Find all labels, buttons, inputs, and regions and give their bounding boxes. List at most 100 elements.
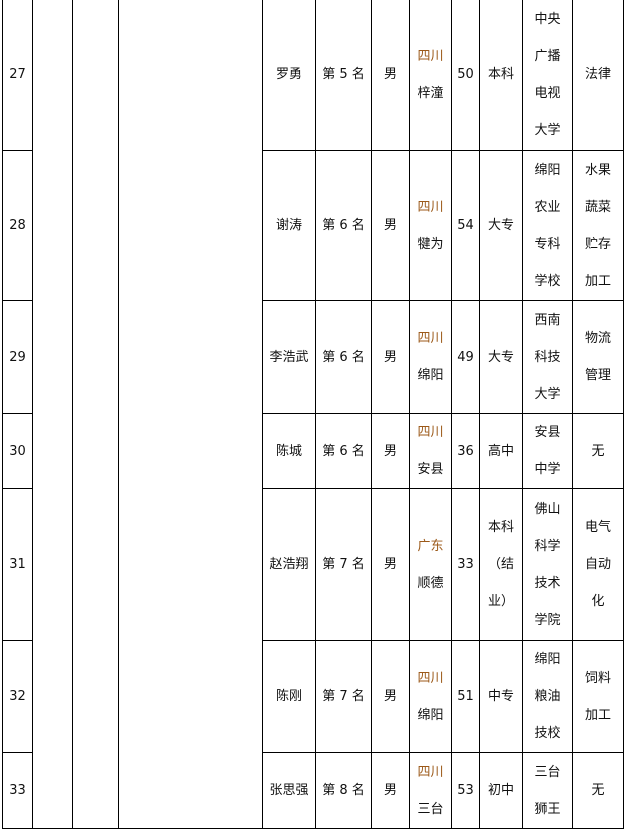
- cell-text: 水果: [584, 162, 611, 178]
- cell-text: 陈刚: [275, 689, 302, 704]
- cell-text: 初中: [487, 783, 514, 798]
- education-cell: 高中: [479, 413, 523, 489]
- cell-text: 张思强: [269, 783, 309, 798]
- cell-text: 无: [591, 783, 605, 798]
- cell-text: 男: [383, 218, 397, 233]
- cell-text: 四川: [417, 764, 444, 780]
- row-number: 27: [2, 0, 33, 151]
- cell-text: 安县: [534, 425, 561, 440]
- cell-text: 第 7 名: [322, 689, 365, 704]
- cell-text: 三台: [417, 801, 444, 817]
- merged-col-2: [32, 0, 73, 829]
- cell-text: 罗勇: [275, 67, 302, 82]
- education-cell: 大专: [479, 300, 523, 414]
- cell-text: 狮王: [534, 801, 561, 817]
- cell-text: 物流: [584, 331, 611, 346]
- cell-text: 学院: [534, 612, 561, 628]
- cell-text: 西南: [534, 312, 561, 328]
- cell-text: 29: [9, 349, 26, 365]
- gender-cell: 男: [371, 488, 410, 641]
- school-cell: 三台 狮王: [522, 752, 573, 829]
- cell-text: 第 6 名: [322, 218, 365, 233]
- age-cell: 36: [451, 413, 480, 489]
- education-cell: 大专: [479, 150, 523, 301]
- cell-text: 男: [383, 783, 397, 798]
- cell-text: 27: [9, 67, 26, 82]
- table-row: 33 张思强第 8 名男四川 三台 53 初中 三台 狮王无: [2, 752, 624, 829]
- origin-cell: 四川 绵阳: [409, 300, 452, 414]
- cell-text: 学校: [534, 273, 561, 289]
- cell-text: 本科: [487, 520, 514, 535]
- row-number: 33: [2, 752, 33, 829]
- cell-text: 绵阳: [534, 652, 561, 667]
- gender-cell: 男: [371, 640, 410, 753]
- cell-text: 饲料: [584, 670, 611, 686]
- cell-text: 36: [457, 443, 474, 459]
- major-cell: 物流 管理: [572, 300, 624, 414]
- origin-cell: 四川 三台: [409, 752, 452, 829]
- gender-cell: 男: [371, 300, 410, 414]
- cell-text: 53: [457, 783, 474, 798]
- cell-text: 技术: [534, 575, 561, 591]
- rank-cell: 第 6 名: [315, 300, 372, 414]
- cell-text: 科学: [534, 538, 561, 554]
- cell-text: 男: [383, 67, 397, 82]
- cell-text: 陈城: [275, 443, 302, 459]
- cell-text: 化: [591, 594, 605, 609]
- merged-col-4: [118, 0, 263, 829]
- cell-text: 梓潼: [417, 85, 444, 101]
- cell-text: 四川: [417, 48, 444, 64]
- school-cell: 西南 科技 大学: [522, 300, 573, 414]
- cell-text: 科技: [534, 349, 561, 365]
- gender-cell: 男: [371, 752, 410, 829]
- name-cell: 张思强: [262, 752, 316, 829]
- name-cell: 李浩武: [262, 300, 316, 414]
- education-cell: 中专: [479, 640, 523, 753]
- cell-text: （结: [487, 557, 514, 572]
- cell-text: 粮油: [534, 689, 561, 704]
- origin-cell: 四川 安县: [409, 413, 452, 489]
- cell-text: 中央: [534, 11, 561, 27]
- cell-text: 男: [383, 349, 397, 365]
- cell-text: 男: [383, 443, 397, 459]
- cell-text: 四川: [417, 670, 444, 686]
- cell-text: 安县: [417, 462, 444, 477]
- major-cell: 法律: [572, 0, 624, 151]
- cell-text: 无: [591, 443, 605, 459]
- cell-text: 贮存: [584, 236, 611, 252]
- cell-text: 54: [457, 218, 474, 233]
- rank-cell: 第 8 名: [315, 752, 372, 829]
- name-cell: 陈刚: [262, 640, 316, 753]
- age-cell: 54: [451, 150, 480, 301]
- row-number: 30: [2, 413, 33, 489]
- cell-text: 第 6 名: [322, 349, 365, 365]
- cell-text: 中专: [487, 689, 514, 704]
- cell-text: 谢涛: [275, 218, 302, 233]
- rank-cell: 第 7 名: [315, 640, 372, 753]
- cell-text: 大学: [534, 386, 561, 402]
- school-cell: 佛山 科学 技术 学院: [522, 488, 573, 641]
- cell-text: 顺德: [417, 575, 444, 591]
- cell-text: 法律: [584, 67, 611, 82]
- major-cell: 水果 蔬菜 贮存 加工: [572, 150, 624, 301]
- name-cell: 赵浩翔: [262, 488, 316, 641]
- cell-text: 第 6 名: [322, 443, 365, 459]
- merged-col-3: [72, 0, 119, 829]
- cell-text: 广东: [417, 538, 444, 554]
- table-row: 32 陈刚第 7 名男四川 绵阳 51 中专 绵阳 粮油 技校 饲料 加工: [2, 640, 624, 753]
- cell-text: 高中: [487, 443, 514, 459]
- cell-text: 第 8 名: [322, 783, 365, 798]
- age-cell: 33: [451, 488, 480, 641]
- table-row: 31 赵浩翔第 7 名男广东 顺德 33 本科 （结 业） 佛山 科学 技术 学院 电气 自动化: [2, 488, 624, 641]
- age-cell: 50: [451, 0, 480, 151]
- name-cell: 罗勇: [262, 0, 316, 151]
- education-cell: 本科 （结 业）: [479, 488, 523, 641]
- cell-text: 电视: [534, 85, 561, 101]
- cell-text: 33: [9, 783, 26, 798]
- name-cell: 谢涛: [262, 150, 316, 301]
- cell-text: 50: [457, 67, 474, 82]
- cell-text: 四川: [417, 199, 444, 215]
- row-number: 32: [2, 640, 33, 753]
- cell-text: 30: [9, 443, 26, 459]
- age-cell: 49: [451, 300, 480, 414]
